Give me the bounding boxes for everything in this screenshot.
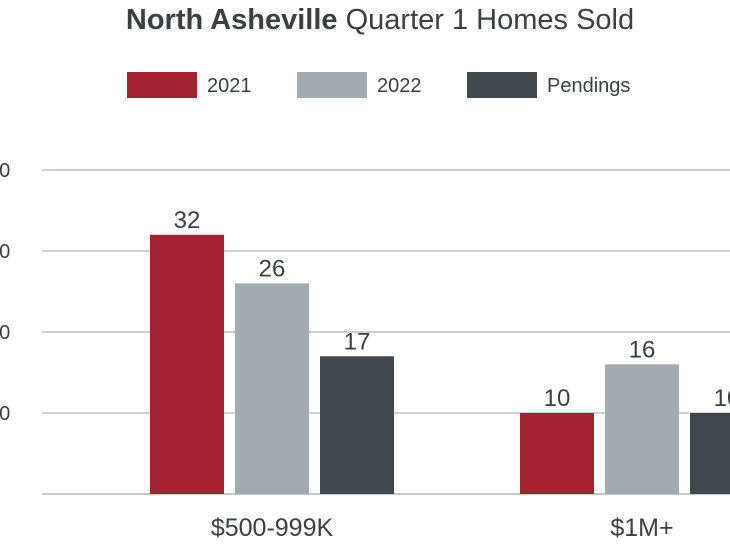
data-label-pendings-1: 10 xyxy=(714,385,730,412)
bar-2022-1 xyxy=(605,364,679,494)
bar-pendings-1 xyxy=(690,413,730,494)
y-tick-label-20: 20 xyxy=(0,322,10,344)
y-tick-label-10: 10 xyxy=(0,403,10,425)
data-label-2022-1: 16 xyxy=(629,336,656,363)
legend: 2021 2022 Pendings xyxy=(0,72,730,100)
data-label-2021-0: 32 xyxy=(174,207,201,234)
y-tick-label-30: 30 xyxy=(0,241,10,263)
legend-label-pendings: Pendings xyxy=(547,75,631,97)
bar-2021-1 xyxy=(520,413,594,494)
chart-title-strong: North Asheville xyxy=(125,4,338,36)
data-label-2021-1: 10 xyxy=(544,385,571,412)
legend-swatch-2022 xyxy=(297,72,367,98)
legend-label-2022: 2022 xyxy=(377,75,422,97)
bar-2022-0 xyxy=(235,283,309,494)
chart-title-light: Quarter 1 Homes Sold xyxy=(345,4,635,36)
legend-swatch-pendings xyxy=(467,72,537,98)
bar-2021-0 xyxy=(150,234,224,495)
chart-title: North Asheville Quarter 1 Homes Sold xyxy=(0,2,730,38)
data-label-pendings-0: 17 xyxy=(344,328,371,355)
legend-swatch-2021 xyxy=(127,72,197,98)
data-label-2022-0: 26 xyxy=(259,255,286,282)
category-label-0: $500-999K xyxy=(211,514,334,542)
bar-pendings-0 xyxy=(320,356,394,494)
y-tick-label-40: 40 xyxy=(0,160,10,182)
category-label-1: $1M+ xyxy=(610,514,673,542)
legend-label-2021: 2021 xyxy=(207,75,252,97)
